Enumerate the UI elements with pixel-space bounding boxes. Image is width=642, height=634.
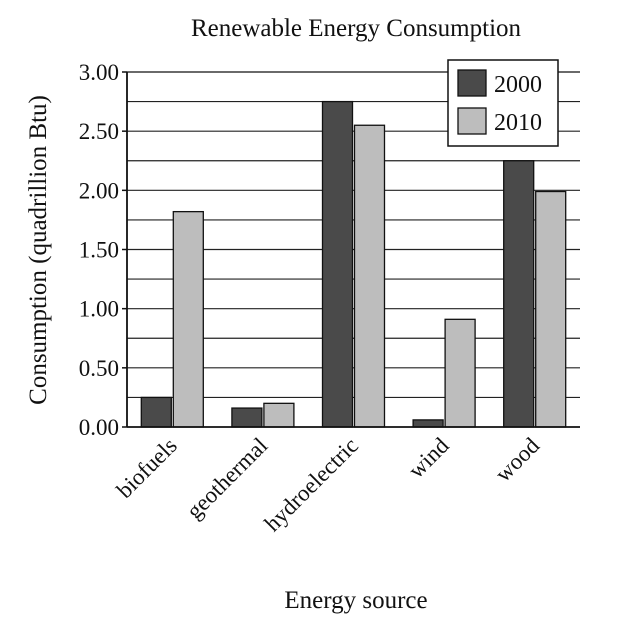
bar-wood-2000 [503, 160, 535, 428]
bar-wind-2010 [444, 318, 476, 428]
y-tick-label: 0.00 [79, 415, 119, 440]
y-tick-label: 3.00 [79, 60, 119, 85]
legend-swatch-2000 [457, 69, 487, 97]
axes [122, 71, 580, 428]
y-tick-labels: 0.00 0.50 1.00 1.50 2.00 2.50 3.00 [79, 60, 119, 440]
legend-swatch-2010 [457, 107, 487, 135]
x-tick-label: geothermal [182, 433, 273, 524]
bar-geothermal-2000 [231, 407, 263, 428]
x-tick-label: biofuels [112, 433, 182, 503]
legend-label-2000: 2000 [494, 72, 542, 98]
bar-geothermal-2010 [263, 402, 295, 428]
bar-hydroelectric-2000 [321, 100, 354, 428]
bar-hydroelectric-2010 [353, 124, 386, 428]
y-tick-label: 0.50 [79, 356, 119, 381]
x-tick-label: wind [403, 433, 454, 484]
bar-wood-2010 [535, 190, 567, 428]
chart-title: Renewable Energy Consumption [191, 15, 522, 42]
x-tick-label: wood [490, 433, 544, 487]
y-axis-label: Consumption (quadrillion Btu) [25, 95, 52, 405]
y-tick-label: 1.50 [79, 238, 119, 263]
bars [140, 100, 567, 428]
x-axis-label: Energy source [284, 587, 427, 614]
bar-wind-2000 [412, 419, 444, 428]
x-tick-label: hydroelectric [260, 433, 363, 536]
y-tick-label: 2.50 [79, 119, 119, 144]
legend-label-2010: 2010 [494, 110, 542, 136]
bar-biofuels-2010 [172, 210, 204, 428]
legend: 2000 2010 [447, 59, 559, 147]
y-tick-label: 2.00 [79, 178, 119, 203]
bar-biofuels-2000 [140, 396, 172, 428]
y-tick-label: 1.00 [79, 297, 119, 322]
